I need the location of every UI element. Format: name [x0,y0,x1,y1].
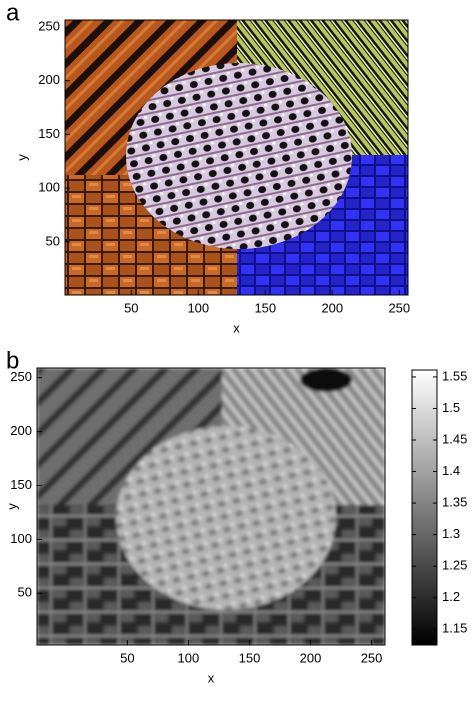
colorbar-tick-label: 1.35 [442,495,467,510]
y-tick-label: 200 [38,72,60,87]
x-tick-label: 250 [388,300,410,315]
x-tick-label: 50 [120,650,134,665]
colorbar-tick-label: 1.25 [442,558,467,573]
y-tick-label: 100 [38,180,60,195]
colorbar-tick-label: 1.2 [442,589,460,604]
axes-frame [64,19,409,296]
texture-image [65,20,408,295]
x-tick-label: 150 [239,650,261,665]
x-tick-label: 200 [300,650,322,665]
colorbar-tick-label: 1.15 [442,621,467,636]
y-tick-label: 50 [18,585,32,600]
y-tick-label: 250 [10,369,32,384]
y-axis-label: y [14,154,29,161]
x-tick-label: 150 [254,300,276,315]
colorbar-tick-label: 1.3 [442,526,460,541]
colorbar [411,369,438,646]
colorbar-tick-label: 1.5 [442,400,460,415]
x-tick-label: 200 [321,300,343,315]
y-tick-label: 150 [38,126,60,141]
x-tick-label: 50 [124,300,138,315]
x-tick-label: 100 [178,650,200,665]
y-axis-label: y [4,503,19,510]
colorbar-tick-label: 1.45 [442,431,467,446]
x-tick-label: 100 [187,300,209,315]
y-tick-label: 150 [10,477,32,492]
colorbar-tick-label: 1.55 [442,368,467,383]
colorbar-tick-label: 1.4 [442,463,460,478]
y-tick-label: 200 [10,423,32,438]
x-axis-label: x [208,670,215,685]
x-tick-label: 250 [361,650,383,665]
panel-label: b [6,347,19,374]
y-tick-label: 50 [46,233,60,248]
y-tick-label: 100 [10,531,32,546]
y-tick-label: 250 [38,18,60,33]
panel-label: a [6,0,20,26]
x-axis-label: x [233,320,240,335]
axes-frame [36,367,386,646]
feature-map [37,368,385,645]
